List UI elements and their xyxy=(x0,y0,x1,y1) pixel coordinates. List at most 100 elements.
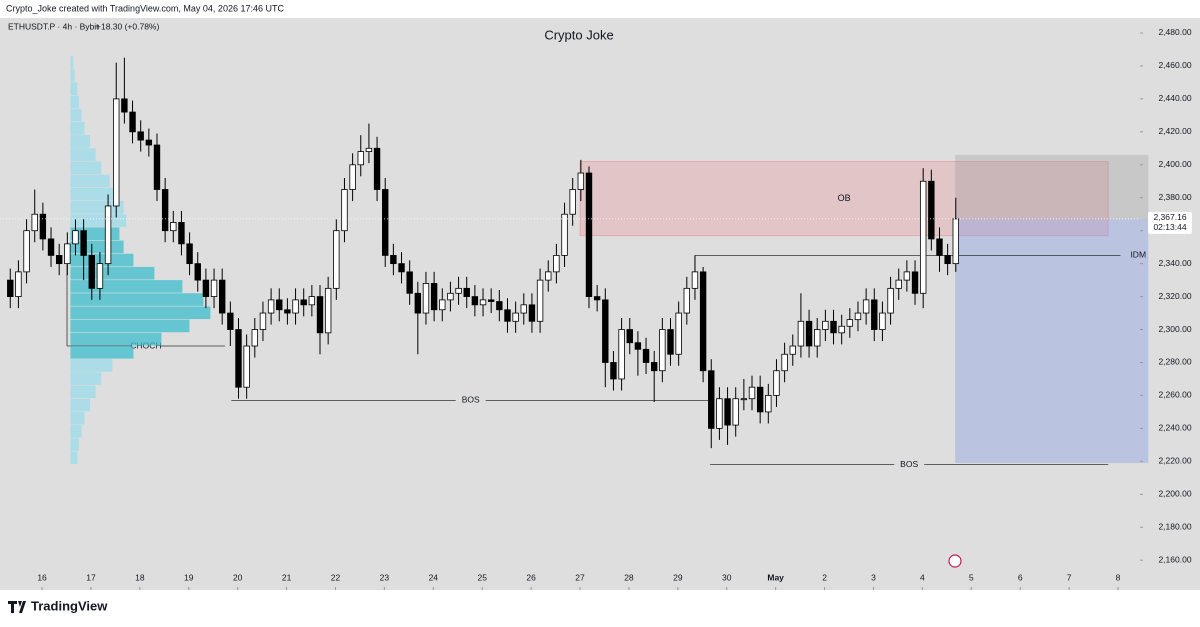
candle-body xyxy=(626,329,633,344)
structure-label: BOS xyxy=(462,395,480,405)
x-tick-label: 7 xyxy=(1067,572,1072,582)
volume-profile-bar xyxy=(70,332,162,346)
candle-body xyxy=(161,189,169,232)
candle-body xyxy=(683,287,691,314)
price-axis xyxy=(1140,18,1200,590)
candle-body xyxy=(716,398,723,429)
candle-body xyxy=(398,263,405,273)
candle-body xyxy=(520,304,527,314)
x-tick-label: 25 xyxy=(477,572,487,582)
candle-body xyxy=(243,345,250,388)
candle-body xyxy=(439,299,446,311)
y-tick-label: 2,180.00 xyxy=(1158,521,1191,531)
candle-body xyxy=(324,287,332,334)
structure-label: IDM xyxy=(1130,250,1146,260)
candle-body xyxy=(145,139,153,146)
candle-body xyxy=(879,312,886,330)
candle-body xyxy=(72,230,79,245)
candle-body xyxy=(373,147,381,190)
candle-body xyxy=(382,189,389,256)
candle-body xyxy=(422,283,430,314)
volume-profile-bar xyxy=(70,398,91,412)
x-tick-label: 6 xyxy=(1018,572,1023,582)
candle-body xyxy=(88,254,95,289)
candle-body xyxy=(479,299,487,306)
candle-body xyxy=(80,230,87,256)
candle-body xyxy=(218,279,226,314)
volume-profile-bar xyxy=(70,82,78,95)
volume-profile-bar xyxy=(70,346,134,359)
candle-body xyxy=(251,329,259,347)
change: +18.30 (+0.78%) xyxy=(96,21,159,31)
candle-body xyxy=(31,213,38,232)
candle-body xyxy=(365,147,373,153)
candle-body xyxy=(748,386,756,400)
volume-profile-bar xyxy=(70,280,183,293)
candle-body xyxy=(536,279,544,322)
candle-body xyxy=(300,299,307,306)
candle-body xyxy=(895,279,902,289)
candle-body xyxy=(944,254,951,265)
volume-profile-bar xyxy=(70,187,116,201)
volume-profile-bar xyxy=(70,135,91,148)
candle-body xyxy=(121,98,128,113)
candle-body xyxy=(349,164,356,190)
candle-body xyxy=(455,287,462,294)
y-tick-label: 2,480.00 xyxy=(1158,27,1191,37)
y-tick-label: 2,260.00 xyxy=(1158,390,1191,400)
candle-body xyxy=(308,296,316,306)
candle-body xyxy=(471,296,479,306)
candle-body xyxy=(55,254,63,265)
candle-body xyxy=(699,271,707,372)
candle-body xyxy=(104,205,112,265)
candle-body xyxy=(585,172,593,297)
x-tick-label: 21 xyxy=(282,572,292,582)
candle-body xyxy=(773,370,780,396)
volume-profile-bar xyxy=(70,359,113,372)
candle-body xyxy=(430,283,438,311)
label-bg xyxy=(455,395,486,406)
candle-body xyxy=(504,309,511,322)
candle-body xyxy=(903,271,911,281)
x-tick-label: 4 xyxy=(920,572,925,582)
y-tick-label: 2,160.00 xyxy=(1158,554,1191,564)
candle-body xyxy=(740,398,748,401)
candle-body xyxy=(781,353,788,372)
x-tick-label: 19 xyxy=(184,572,194,582)
y-tick-label: 2,420.00 xyxy=(1158,126,1191,136)
x-tick-label: 23 xyxy=(380,572,390,582)
candle-body xyxy=(805,320,813,347)
volume-profile-bar xyxy=(70,451,78,465)
candle-body xyxy=(756,386,764,413)
candle-body xyxy=(871,299,878,330)
x-tick-label: 17 xyxy=(86,572,96,582)
candle-body xyxy=(414,292,422,314)
volume-profile-bar xyxy=(70,411,85,425)
candle-body xyxy=(496,301,503,311)
chart-title: Crypto Joke xyxy=(544,27,613,42)
x-tick-label: 3 xyxy=(871,572,876,582)
volume-profile-bar xyxy=(70,174,110,188)
candle-body xyxy=(602,299,609,363)
icon xyxy=(948,554,962,568)
candle-body xyxy=(276,299,283,311)
candle-body xyxy=(333,230,340,289)
volume-profile-bar xyxy=(70,214,127,227)
candle-body xyxy=(284,309,291,314)
candle-body xyxy=(593,296,601,301)
candle-body xyxy=(724,398,731,426)
y-tick-label: 2,300.00 xyxy=(1158,324,1191,334)
label-bg xyxy=(130,341,161,352)
price-tag xyxy=(1148,211,1192,234)
candle-body xyxy=(561,213,568,256)
volume-profile-bar xyxy=(70,69,75,82)
y-tick-label: 2,400.00 xyxy=(1158,159,1191,169)
y-tick-label: 2,320.00 xyxy=(1158,291,1191,301)
candle-body xyxy=(822,320,829,330)
volume-profile-bar xyxy=(70,266,155,280)
position-target xyxy=(955,154,1149,219)
candle-body xyxy=(838,325,845,334)
volume-profile-bar xyxy=(70,108,82,122)
volume-profile-bar xyxy=(70,306,211,320)
volume-profile-bar xyxy=(70,319,190,333)
